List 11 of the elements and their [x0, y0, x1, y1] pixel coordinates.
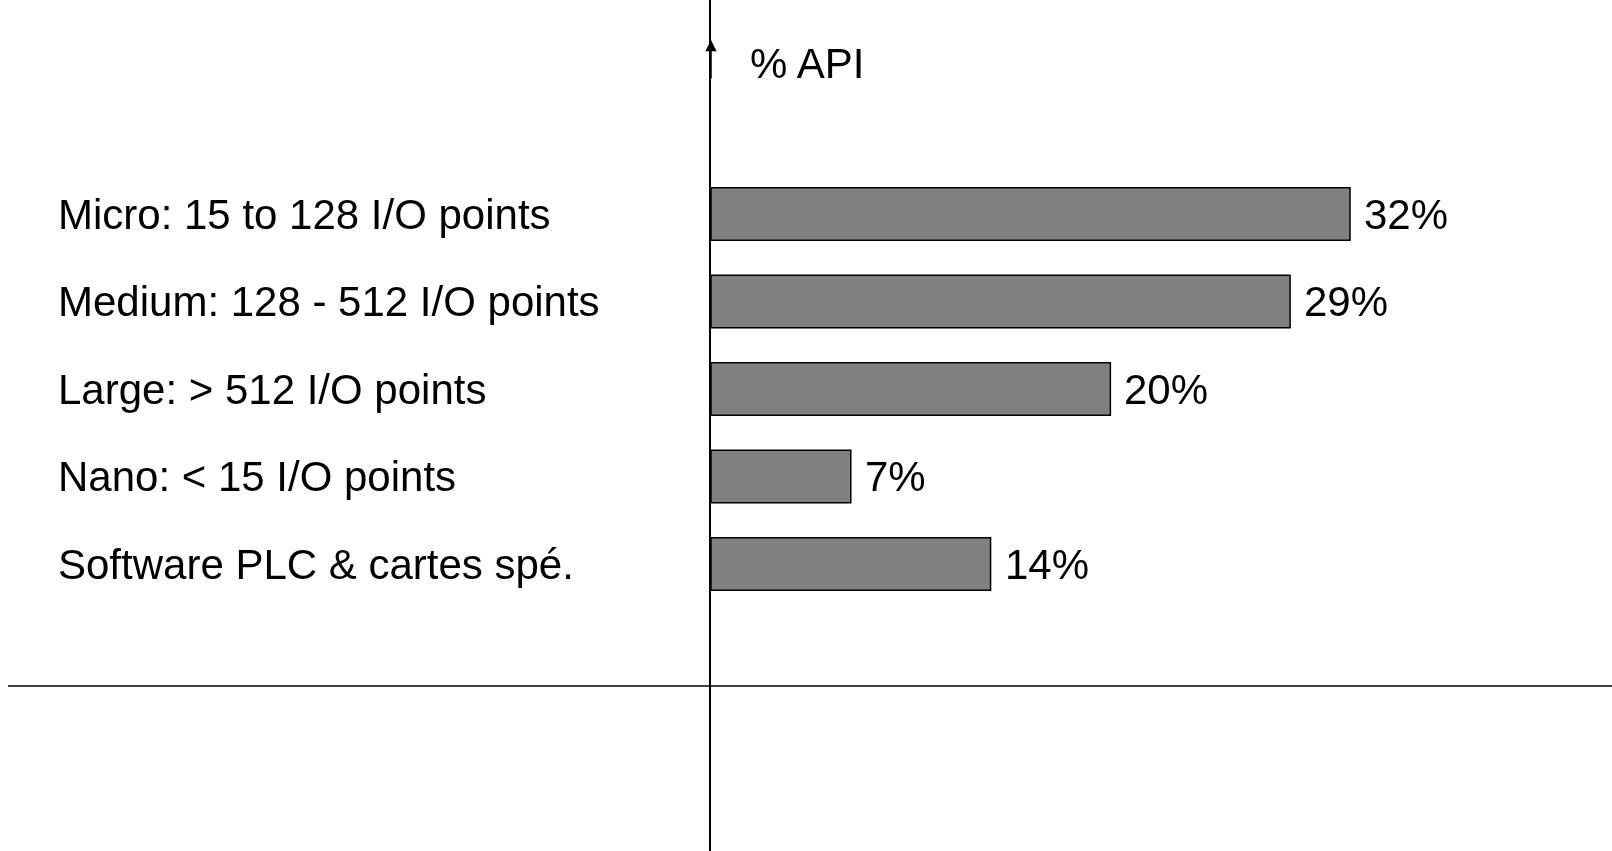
data-label: 14%	[1005, 541, 1090, 588]
y-tick-label: Large: > 512 I/O points	[58, 366, 487, 413]
y-tick-label: Software PLC & cartes spé.	[58, 541, 574, 588]
data-label: 20%	[1124, 366, 1209, 413]
data-label: 32%	[1364, 191, 1449, 238]
y-tick-label: Micro: 15 to 128 I/O points	[58, 191, 551, 238]
data-label: 29%	[1304, 278, 1389, 325]
y-axis-title: % API	[750, 40, 865, 87]
y-tick-label: Nano: < 15 I/O points	[58, 453, 457, 500]
y-tick-label: Medium: 128 - 512 I/O points	[58, 278, 600, 325]
data-label: 7%	[865, 453, 926, 500]
